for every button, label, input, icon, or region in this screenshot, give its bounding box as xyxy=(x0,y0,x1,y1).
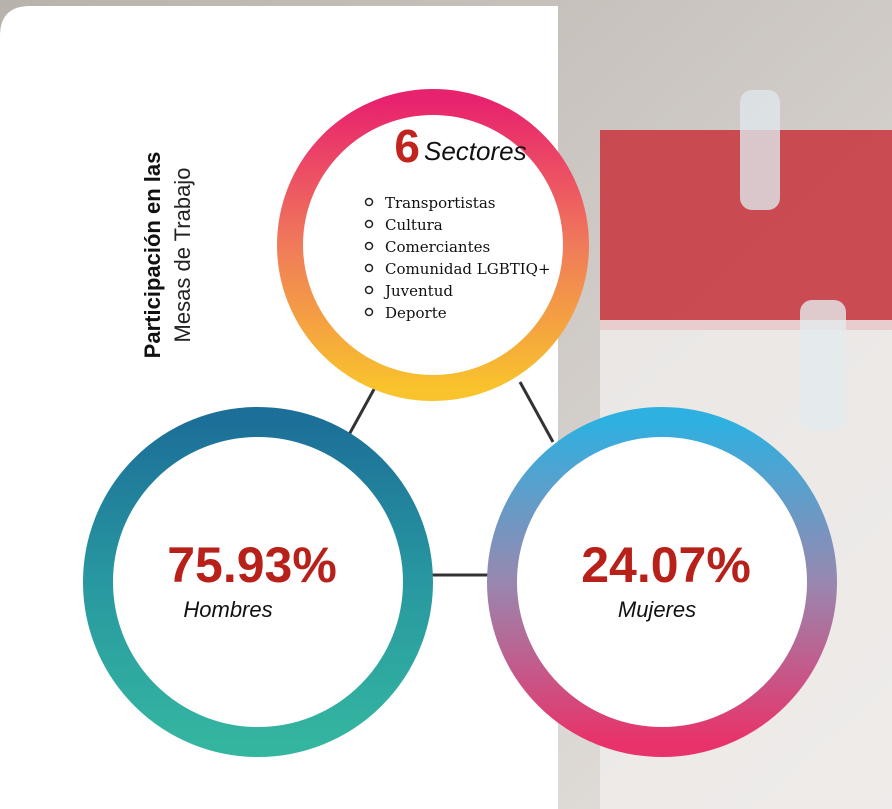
photo-bottle xyxy=(740,90,780,210)
photo-bottle xyxy=(800,300,846,430)
sectors-count: 6 xyxy=(394,120,420,172)
women-value: 24.07% xyxy=(581,537,751,593)
sector-item: Juventud xyxy=(383,282,453,300)
sector-item: Deporte xyxy=(385,304,447,322)
men-label: Hombres xyxy=(183,597,272,622)
page: Participación en las Mesas de Trabajo 6 … xyxy=(0,0,892,809)
women-label: Mujeres xyxy=(618,597,696,622)
infographic: Participación en las Mesas de Trabajo 6 … xyxy=(0,0,892,809)
sector-item: Comerciantes xyxy=(385,238,490,256)
title-line1: Participación en las xyxy=(140,152,165,359)
sector-item: Cultura xyxy=(385,216,443,234)
title-line2: Mesas de Trabajo xyxy=(170,168,195,343)
sectors-label: Sectores xyxy=(424,136,527,166)
sector-item: Comunidad LGBTIQ+ xyxy=(385,260,551,278)
sector-item: Transportistas xyxy=(385,194,495,212)
men-value: 75.93% xyxy=(167,537,337,593)
